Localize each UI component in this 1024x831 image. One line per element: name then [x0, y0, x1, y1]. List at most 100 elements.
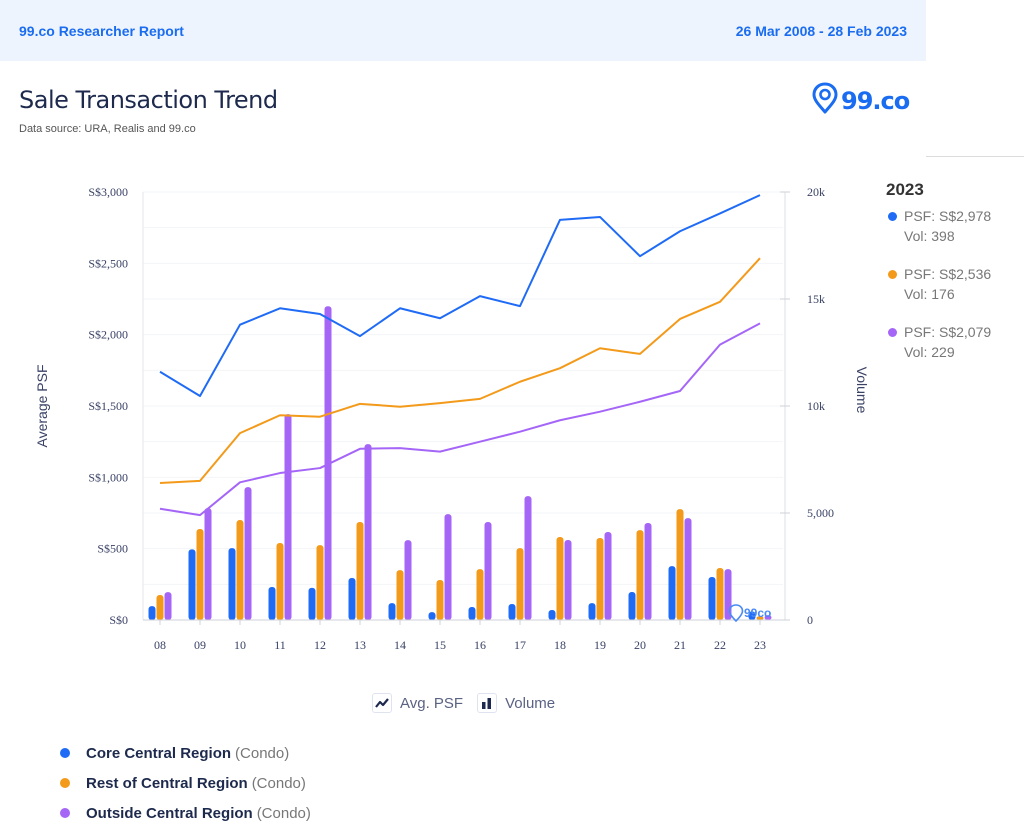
volume-bar-outside [284, 414, 292, 620]
volume-bar-core [428, 612, 436, 620]
volume-bar-core [508, 603, 516, 620]
volume-bar-rest [276, 542, 284, 620]
y-right-tick-label: 5,000 [807, 506, 834, 520]
line-chart-icon [372, 693, 392, 713]
legend-rest-central[interactable]: Rest of Central Region (Condo) [60, 768, 311, 798]
volume-bar-core [548, 609, 556, 620]
y-right-axis-title: Volume [854, 367, 870, 414]
y-left-tick-label: S$0 [109, 613, 128, 627]
x-tick-label: 17 [514, 638, 526, 652]
report-title: 99.co Researcher Report [19, 23, 184, 39]
data-source: Data source: URA, Realis and 99.co [19, 123, 196, 135]
volume-bar-core [228, 548, 236, 620]
volume-bar-rest [716, 567, 724, 620]
report-header-bar: 99.co Researcher Report 26 Mar 2008 - 28… [0, 0, 926, 61]
psf-line-rest [159, 257, 761, 485]
volume-bar-outside [204, 508, 212, 620]
rest-dot-icon [60, 778, 70, 788]
year-summary-panel: 2023 PSF: S$2,978 Vol: 398 PSF: S$2,536 … [886, 180, 991, 380]
legend-suffix: (Condo) [251, 774, 306, 792]
x-tick-label: 20 [634, 638, 646, 652]
volume-bar-rest [356, 521, 364, 620]
location-pin-icon [812, 82, 838, 119]
bar-chart-icon [477, 693, 498, 713]
volume-bar-core [148, 606, 156, 620]
volume-bar-core [628, 591, 636, 620]
legend-core-central[interactable]: Core Central Region (Condo) [60, 738, 311, 768]
summary-year: 2023 [886, 180, 924, 199]
y-left-tick-label: S$3,000 [88, 185, 128, 199]
divider [926, 156, 1024, 157]
chart-type-legend: Avg. PSF Volume [372, 693, 555, 713]
volume-bar-rest [516, 548, 524, 620]
legend-outside-central[interactable]: Outside Central Region (Condo) [60, 798, 311, 828]
x-tick-label: 16 [474, 638, 486, 652]
y-left-tick-label: S$1,000 [88, 470, 128, 484]
legend-name: Rest of Central Region [86, 774, 248, 792]
volume-bar-outside [604, 532, 612, 620]
outside-dot-icon [60, 808, 70, 818]
y-left-tick-label: S$1,500 [88, 399, 128, 413]
y-left-axis-title: Average PSF [34, 364, 50, 447]
y-right-tick-label: 0 [807, 613, 813, 627]
core-dot-icon [60, 748, 70, 758]
watermark-pin-icon [728, 604, 744, 623]
outside-dot-icon [888, 328, 897, 337]
summary-item-rest: PSF: S$2,536 Vol: 176 [886, 264, 991, 304]
volume-bar-outside [684, 518, 692, 620]
x-tick-label: 10 [234, 638, 246, 652]
legend-volume[interactable]: Volume [477, 693, 555, 713]
watermark-text: 99co [744, 606, 771, 620]
volume-bar-rest [556, 536, 564, 620]
x-tick-label: 13 [354, 638, 366, 652]
volume-bar-rest [436, 579, 444, 620]
volume-bar-core [588, 603, 596, 620]
summary-item-core: PSF: S$2,978 Vol: 398 [886, 206, 991, 246]
summary-vol: Vol: 398 [904, 228, 955, 244]
logo-text: 99.co [841, 86, 910, 115]
legend-suffix: (Condo) [235, 744, 290, 762]
volume-bar-outside [404, 540, 412, 620]
x-tick-label: 15 [434, 638, 446, 652]
x-tick-label: 11 [274, 638, 286, 652]
date-range: 26 Mar 2008 - 28 Feb 2023 [735, 23, 907, 39]
volume-bar-core [668, 566, 676, 620]
psf-line-outside [159, 322, 761, 517]
summary-vol: Vol: 229 [904, 344, 955, 360]
volume-bar-core [348, 578, 356, 620]
volume-bar-core [188, 549, 196, 620]
volume-bar-core [748, 611, 756, 620]
summary-item-outside: PSF: S$2,079 Vol: 229 [886, 322, 991, 362]
volume-bar-rest [476, 569, 484, 620]
x-tick-label: 19 [594, 638, 606, 652]
legend-volume-label: Volume [505, 694, 556, 712]
page-title: Sale Transaction Trend [19, 86, 278, 114]
legend-avg-psf[interactable]: Avg. PSF [372, 693, 463, 713]
y-left-tick-label: S$2,000 [88, 328, 128, 342]
legend-name: Core Central Region [86, 744, 232, 762]
volume-bar-rest [756, 616, 764, 620]
volume-bars [148, 306, 772, 620]
volume-bar-outside [164, 592, 172, 620]
volume-bar-rest [316, 545, 324, 620]
summary-psf: PSF: S$2,978 [904, 208, 992, 224]
volume-bar-core [308, 587, 316, 620]
psf-line-core [159, 194, 761, 398]
psf-lines [159, 194, 761, 517]
x-tick-label: 09 [194, 638, 206, 652]
x-tick-label: 12 [314, 638, 326, 652]
x-tick-label: 14 [394, 638, 406, 652]
brand-logo: 99.co [812, 82, 910, 119]
x-tick-label: 21 [674, 638, 686, 652]
volume-bar-rest [236, 520, 244, 620]
volume-bar-core [388, 603, 396, 620]
rest-dot-icon [888, 270, 897, 279]
y-left-tick-label: S$2,500 [88, 256, 128, 270]
summary-psf: PSF: S$2,079 [904, 324, 992, 340]
sale-trend-chart: S$0 S$500 S$1,000 S$1,500 S$2,000 S$2,500 S$3,… [34, 185, 870, 652]
y-right-tick-label: 15k [807, 292, 825, 306]
volume-bar-outside [484, 521, 492, 620]
legend-suffix: (Condo) [256, 804, 311, 822]
y-left-tick-label: S$500 [97, 542, 128, 556]
core-dot-icon [888, 212, 897, 221]
